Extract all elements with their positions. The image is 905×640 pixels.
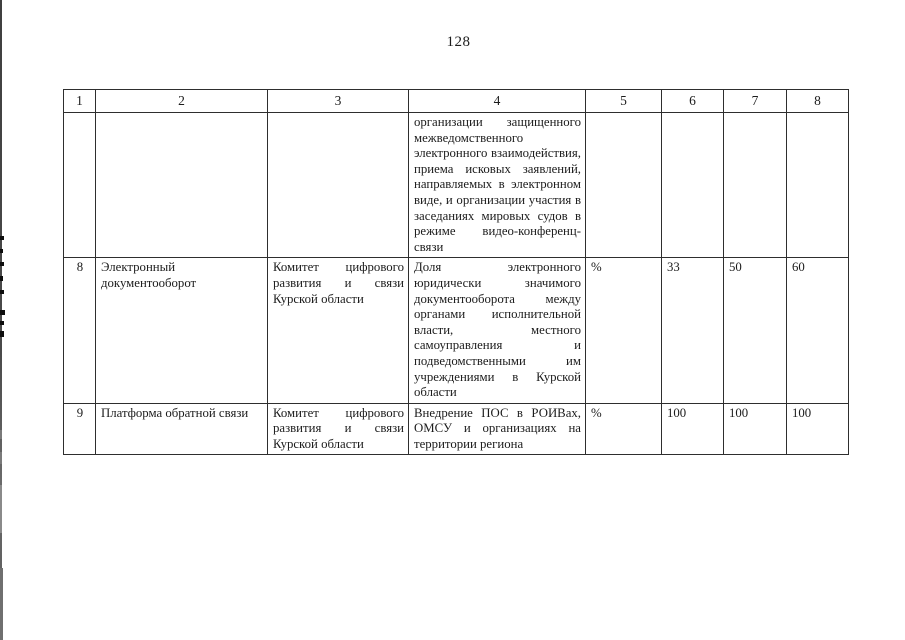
cell-value-1: 33	[661, 257, 724, 404]
scan-speck	[0, 276, 3, 281]
cell-value-3: 100	[786, 402, 849, 456]
scan-speck	[0, 452, 2, 464]
table-header-row: 1 2 3 4 5 6 7 8	[63, 89, 849, 113]
column-header-1: 1	[63, 89, 96, 113]
column-header-3: 3	[267, 89, 409, 113]
table-row-9: 9 Платформа обратной связи Комитет цифро…	[63, 402, 849, 456]
cell-executor	[267, 111, 409, 259]
cell-number: 8	[63, 257, 96, 404]
column-header-4: 4	[408, 89, 586, 113]
table-row-continuation: организации защищенного межведомственног…	[63, 111, 849, 259]
cell-unit	[585, 111, 662, 259]
scan-speck	[0, 568, 3, 640]
scan-speck	[0, 321, 4, 325]
cell-unit: %	[585, 402, 662, 456]
column-header-2: 2	[95, 89, 268, 113]
scan-speck	[0, 236, 4, 240]
cell-value-1: 100	[661, 402, 724, 456]
cell-executor: Комитет цифрового развития и связи Курск…	[267, 257, 409, 404]
cell-value-2	[723, 111, 787, 259]
indicators-table: 1 2 3 4 5 6 7 8 организации защищенного …	[63, 89, 849, 456]
table-row-8: 8 Электронный документооборот Комитет ци…	[63, 257, 849, 404]
scan-edge-artifact	[0, 0, 2, 640]
cell-name: Платформа обратной связи	[95, 402, 268, 456]
column-header-6: 6	[661, 89, 724, 113]
scan-speck	[0, 310, 5, 315]
column-header-7: 7	[723, 89, 787, 113]
cell-indicator: организации защищенного межведомственног…	[408, 111, 586, 259]
cell-value-3: 60	[786, 257, 849, 404]
cell-name	[95, 111, 268, 259]
cell-executor: Комитет цифрового развития и связи Курск…	[267, 402, 409, 456]
scan-speck	[0, 290, 4, 294]
scan-speck	[0, 331, 4, 337]
cell-value-2: 100	[723, 402, 787, 456]
scan-speck	[0, 485, 2, 533]
cell-value-1	[661, 111, 724, 259]
cell-unit: %	[585, 257, 662, 404]
cell-indicator: Внедрение ПОС в РОИВах, ОМСУ и организац…	[408, 402, 586, 456]
cell-value-3	[786, 111, 849, 259]
scan-speck	[0, 430, 2, 439]
column-header-5: 5	[585, 89, 662, 113]
cell-indicator: Доля электронного юридически значимого д…	[408, 257, 586, 404]
cell-number: 9	[63, 402, 96, 456]
scan-speck	[0, 262, 4, 266]
cell-number	[63, 111, 96, 259]
scan-speck	[0, 249, 3, 253]
cell-name: Электронный документооборот	[95, 257, 268, 404]
page-number: 128	[446, 34, 471, 50]
column-header-8: 8	[786, 89, 849, 113]
cell-value-2: 50	[723, 257, 787, 404]
